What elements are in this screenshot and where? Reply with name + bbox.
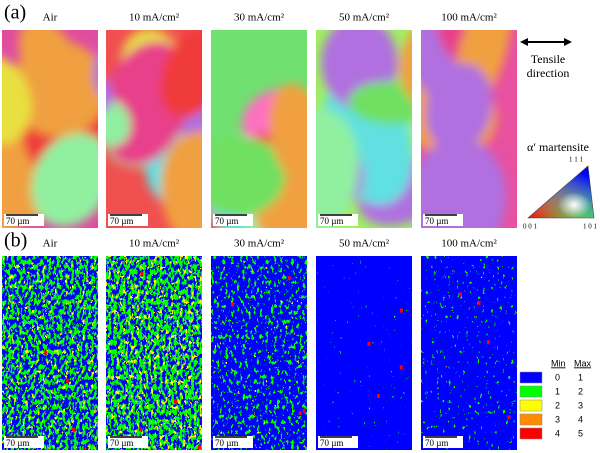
image-title: 100 mA/cm² [441,238,497,250]
image-title: 50 mA/cm² [339,12,390,24]
scale-bar-box [213,214,253,226]
legend-max: 2 [578,386,583,396]
scale-bar-label: 70 µm [6,216,29,226]
tensile-label: direction [527,66,570,80]
legend-swatch [519,427,543,440]
scale-bar-label: 70 µm [425,438,448,448]
legend-min: 1 [555,386,560,396]
map-image [106,30,202,228]
legend-min: 4 [555,428,560,438]
ipf-triangle [527,165,595,219]
tensile-label: Tensile [531,52,565,66]
legend-max: 1 [578,372,583,382]
scale-bar-box [423,436,463,448]
panel-label: (b) [4,230,27,252]
scale-bar-box [108,436,148,448]
scale-bar-label: 70 µm [110,438,133,448]
ipf-corner: 1 1 1 [569,156,584,164]
scale-bar-box [4,436,44,448]
image-title: Air [43,238,58,250]
image-title: 10 mA/cm² [129,238,180,250]
legend-min: 0 [555,372,560,382]
scale-bar-box [318,436,358,448]
legend-swatch [519,385,543,398]
scale-bar-box [4,214,44,226]
scale-bar-label: 70 µm [215,438,238,448]
legend-swatch [519,371,543,384]
legend-max: 3 [578,400,583,410]
scale-bar-box [318,214,358,226]
legend-header: Max [574,358,592,368]
map-image [211,256,307,450]
map-image [421,256,517,450]
legend-max: 4 [578,414,583,424]
image-title: 10 mA/cm² [129,12,180,24]
scale-bar-label: 70 µm [320,216,343,226]
scale-bar-label: 70 µm [6,438,29,448]
map-image [316,256,412,450]
legend-min: 3 [555,414,560,424]
image-title: 30 mA/cm² [234,12,285,24]
legend-swatch [519,399,543,412]
map-image [211,30,307,228]
panel-label: (a) [4,2,26,24]
scale-bar-label: 70 µm [215,216,238,226]
legend-max: 5 [578,428,583,438]
legend-swatch [519,413,543,426]
map-image [316,30,412,228]
map-image [106,256,202,450]
scale-bar-box [108,214,148,226]
image-title: 30 mA/cm² [234,238,285,250]
ipf-title: α′ martensite [527,140,589,154]
map-image [2,256,98,450]
scale-bar-label: 70 µm [320,438,343,448]
image-title: Air [43,12,58,24]
ipf-corner: 0 0 1 [523,223,538,231]
scale-bar-label: 70 µm [425,216,448,226]
scale-bar-label: 70 µm [110,216,133,226]
scale-bar-box [213,436,253,448]
scale-bar-box [423,214,463,226]
image-title: 100 mA/cm² [441,12,497,24]
image-title: 50 mA/cm² [339,238,390,250]
ipf-corner: 1 0 1 [583,223,598,231]
legend-min: 2 [555,400,560,410]
legend-header: Min [551,358,566,368]
